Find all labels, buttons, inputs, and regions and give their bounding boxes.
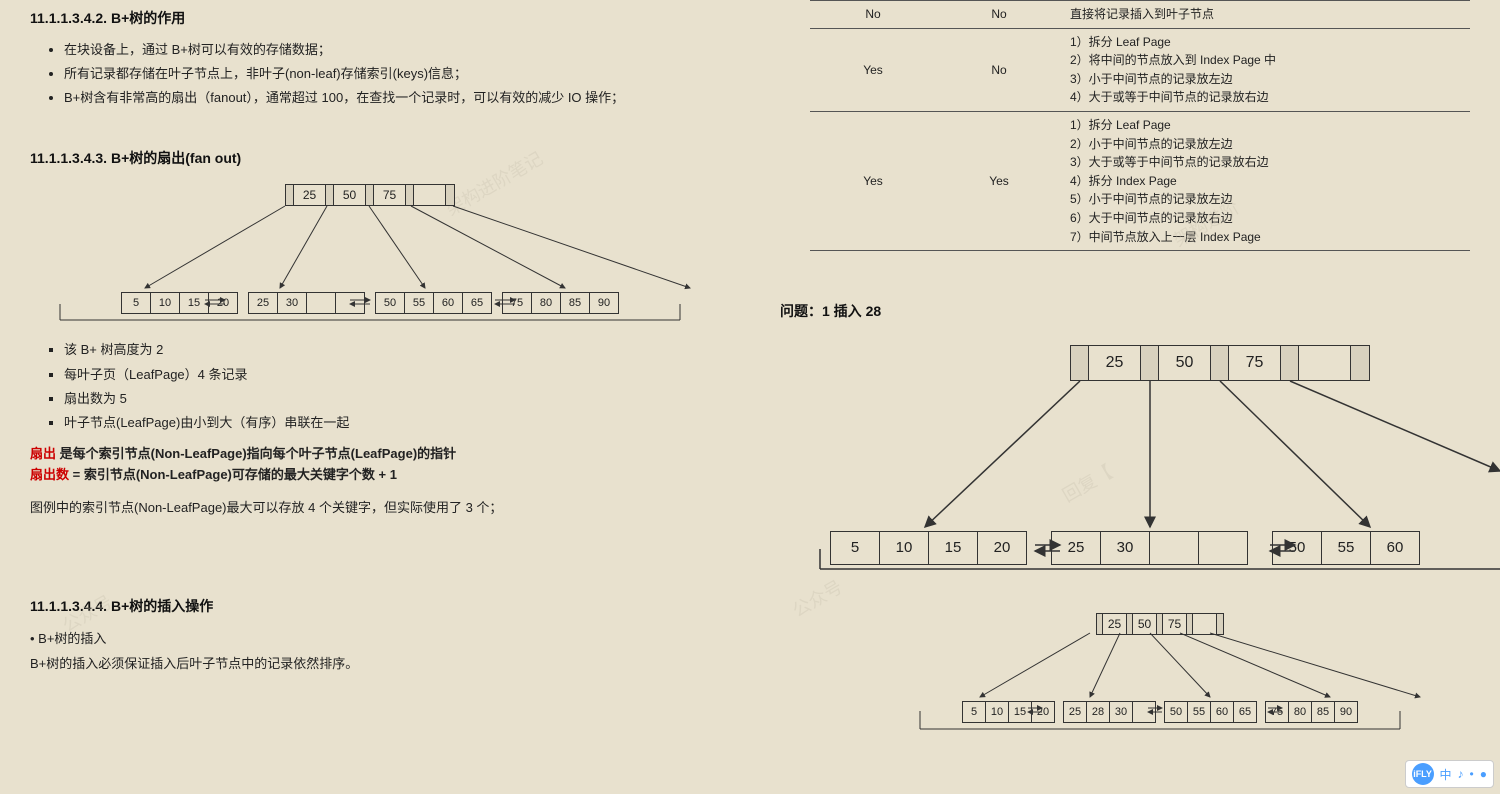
bullet: 每叶子页（LeafPage）4 条记录	[64, 365, 730, 385]
heading-2: 11.1.1.3.4.3. B+树的扇出(fan out)	[30, 148, 730, 168]
insert-p2: B+树的插入必须保证插入后叶子节点中的记录依然排序。	[30, 653, 730, 672]
bullet: B+树含有非常高的扇出（fanout），通常超过 100，在查找一个记录时，可以…	[64, 88, 730, 108]
insert-p1: • B+树的插入	[30, 628, 730, 647]
root-node: 25 50 75	[1070, 345, 1370, 381]
leaf: 75808590	[1265, 701, 1358, 723]
leaf: 5101520	[121, 292, 238, 314]
heading-1: 11.1.1.3.4.2. B+树的作用	[30, 8, 730, 28]
leaf: 2530	[1051, 531, 1248, 565]
heading-3: 11.1.1.3.4.4. B+树的插入操作	[30, 596, 730, 616]
leaf: 505560	[1272, 531, 1420, 565]
fanout-def-1: 扇出 是每个索引节点(Non-LeafPage)指向每个叶子节点(LeafPag…	[30, 443, 730, 462]
leaf: 252830	[1063, 701, 1156, 723]
ime-lang[interactable]: 中	[1440, 766, 1452, 783]
ime-music-icon[interactable]: ♪	[1458, 767, 1464, 781]
fanout-def-2: 扇出数 = 索引节点(Non-LeafPage)可存储的最大关键字个数 + 1	[30, 464, 730, 483]
leaf: 75808590	[502, 292, 619, 314]
question: 问题：1 插入 28	[780, 301, 1480, 321]
leaf: 5101520	[962, 701, 1055, 723]
table-row: No No 直接将记录插入到叶子节点	[810, 1, 1470, 29]
leaf-row: 5101520 2530 50556065 75808590	[30, 292, 710, 314]
insert-rules-table: No No 直接将记录插入到叶子节点 Yes No 1）拆分 Leaf Page…	[810, 0, 1470, 251]
small-tree: 25 50 75 5101520 252830 505	[880, 611, 1440, 741]
ime-mic-icon[interactable]: ●	[1480, 767, 1487, 781]
fanout-tree: 25 50 75 5101520 2530 50556	[30, 180, 710, 330]
leaf: 2530	[248, 292, 365, 314]
note: 图例中的索引节点(Non-LeafPage)最大可以存放 4 个关键字，但实际使…	[30, 497, 730, 516]
bullet: 叶子节点(LeafPage)由小到大（有序）串联在一起	[64, 413, 730, 433]
table-row: Yes No 1）拆分 Leaf Page 2）将中间的节点放入到 Index …	[810, 28, 1470, 111]
root-node: 25 50 75	[285, 184, 455, 206]
bullets-2: 该 B+ 树高度为 2 每叶子页（LeafPage）4 条记录 扇出数为 5 叶…	[30, 340, 730, 433]
leaf: 50556065	[375, 292, 492, 314]
bullet: 扇出数为 5	[64, 389, 730, 409]
leaf: 50556065	[1164, 701, 1257, 723]
bullets-1: 在块设备上，通过 B+树可以有效的存储数据； 所有记录都存储在叶子节点上，非叶子…	[30, 40, 730, 108]
bullet: 在块设备上，通过 B+树可以有效的存储数据；	[64, 40, 730, 60]
root-node: 25 50 75	[1096, 613, 1224, 635]
big-tree: 25 50 75 5101520 2530 50556	[810, 341, 1500, 581]
table-row: Yes Yes 1）拆分 Leaf Page 2）小于中间节点的记录放左边 3）…	[810, 111, 1470, 250]
bullet: 所有记录都存储在叶子节点上，非叶子(non-leaf)存储索引(keys)信息；	[64, 64, 730, 84]
bullet: 该 B+ 树高度为 2	[64, 340, 730, 360]
left-column: 架构进阶笔记 公众号 11.1.1.3.4.2. B+树的作用 在块设备上，通过…	[0, 0, 750, 751]
right-column: 架构进阶 回复【 公众号 No No 直接将记录插入到叶子节点 Yes No 1…	[750, 0, 1500, 751]
ime-dot-icon[interactable]: •	[1470, 767, 1474, 781]
ime-toolbar[interactable]: iFLY 中 ♪ • ●	[1405, 760, 1494, 788]
ifly-icon[interactable]: iFLY	[1412, 763, 1434, 785]
leaf: 5101520	[830, 531, 1027, 565]
